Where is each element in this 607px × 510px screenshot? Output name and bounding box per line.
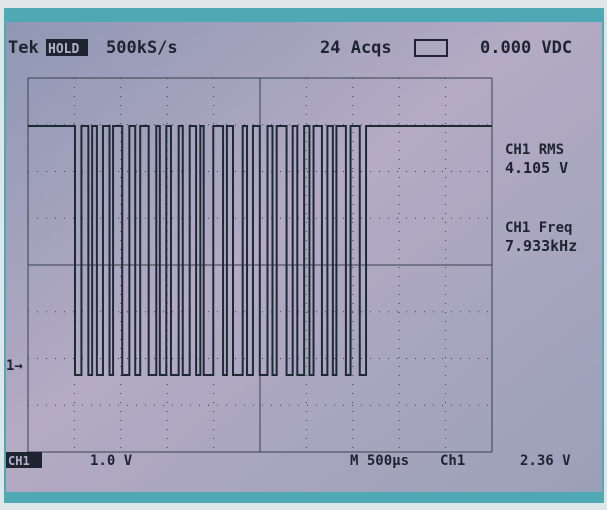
measure-label: CH1 Freq bbox=[505, 220, 572, 236]
sample-rate: 500kS/s bbox=[106, 38, 178, 58]
trigger-level: 2.36 V bbox=[520, 453, 571, 469]
trigger-source: Ch1 bbox=[440, 453, 465, 469]
brand: Tek bbox=[8, 38, 39, 58]
measure-value: 4.105 V bbox=[505, 159, 568, 177]
readout: 0.000 VDC bbox=[480, 38, 572, 58]
volts-div: 1.0 V bbox=[90, 453, 133, 469]
mode: HOLD bbox=[48, 42, 79, 57]
channel-marker: 1→ bbox=[6, 358, 23, 374]
measure-value: 7.933kHz bbox=[505, 237, 577, 255]
timebase: M 500μs bbox=[350, 453, 409, 469]
footer-channel: CH1 bbox=[8, 454, 30, 468]
measure-label: CH1 RMS bbox=[505, 142, 564, 158]
oscilloscope-photo: Tek HOLD 500kS/s 24 Acqs 0.000 VDC CH1 R… bbox=[0, 0, 607, 510]
acquisitions: 24 Acqs bbox=[320, 38, 392, 58]
